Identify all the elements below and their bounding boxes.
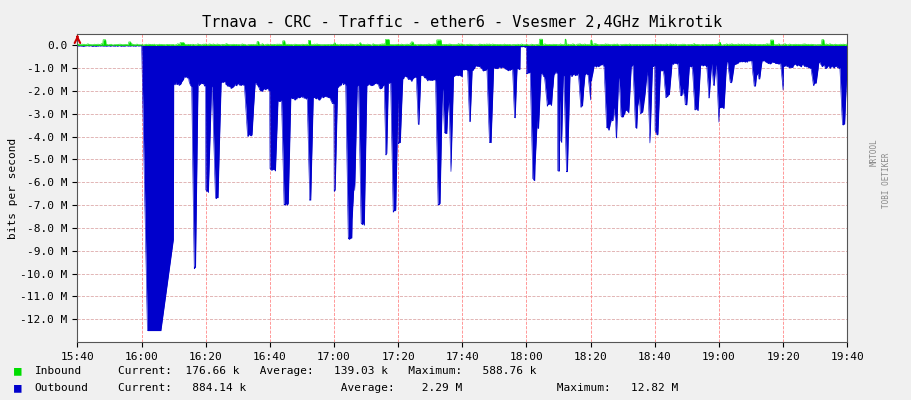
- Text: Outbound: Outbound: [35, 383, 88, 393]
- Text: ■: ■: [14, 382, 21, 394]
- Text: Inbound: Inbound: [35, 366, 82, 376]
- Title: Trnava - CRC - Traffic - ether6 - Vsesmer 2,4GHz Mikrotik: Trnava - CRC - Traffic - ether6 - Vsesme…: [202, 15, 722, 30]
- Text: Current:   884.14 k              Average:    2.29 M              Maximum:   12.8: Current: 884.14 k Average: 2.29 M Maximu…: [118, 383, 679, 393]
- Text: TOBI OETIKER: TOBI OETIKER: [882, 152, 891, 208]
- Text: Current:  176.66 k   Average:   139.03 k   Maximum:   588.76 k: Current: 176.66 k Average: 139.03 k Maxi…: [118, 366, 537, 376]
- Text: MRTOOL: MRTOOL: [870, 138, 879, 166]
- Text: ■: ■: [14, 365, 21, 378]
- Y-axis label: bits per second: bits per second: [7, 137, 17, 239]
